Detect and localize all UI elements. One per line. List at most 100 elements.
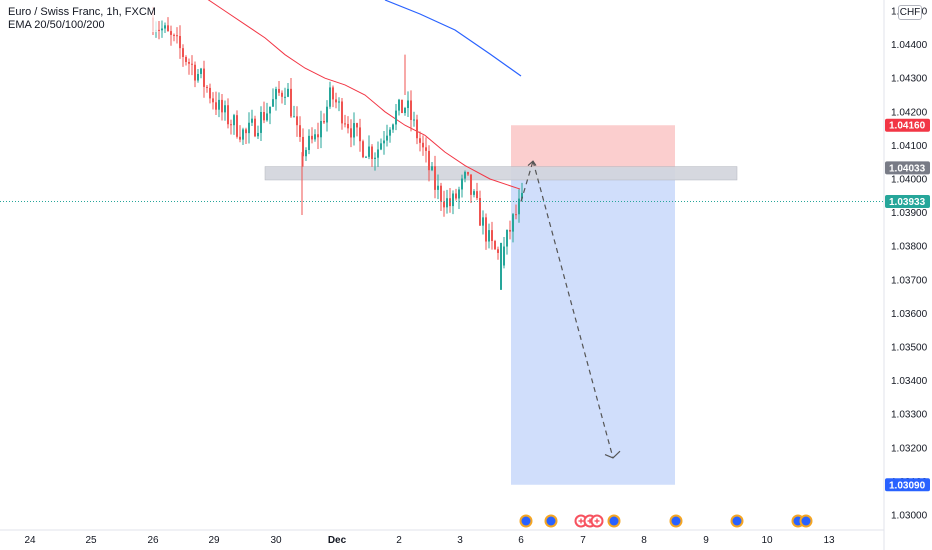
candle-body [518, 198, 520, 215]
candle [497, 246, 499, 260]
annotations [0, 160, 884, 459]
candle-body [269, 106, 271, 114]
candle [320, 110, 322, 149]
candle-body [371, 146, 373, 159]
event-marker-icon[interactable] [607, 514, 621, 528]
x-tick-label: 25 [85, 535, 97, 546]
candle-body [341, 101, 343, 124]
candle-body [377, 149, 379, 158]
candle-body [482, 217, 484, 226]
x-tick-label: 10 [761, 535, 773, 546]
candle [413, 111, 415, 127]
candle-body [182, 48, 184, 58]
candle [455, 188, 457, 201]
candle [494, 239, 496, 250]
candle-body [203, 68, 205, 87]
candle-body [404, 108, 406, 114]
candle-body [503, 246, 505, 266]
candle-body [170, 31, 172, 35]
candle-body [299, 125, 301, 137]
y-tick-label: 1.03500 [891, 343, 928, 354]
candle [395, 104, 397, 131]
candle-body [314, 134, 316, 140]
candle-body [302, 136, 304, 157]
candle-body [176, 35, 178, 37]
candle [305, 147, 307, 162]
y-tick-label: 1.04300 [891, 74, 928, 85]
y-tick-label: 1.03600 [891, 309, 928, 320]
candle-body [332, 87, 334, 100]
candle-body [383, 140, 385, 144]
candle [299, 116, 301, 142]
candle [188, 58, 190, 75]
candle-body [422, 142, 424, 148]
candle [224, 100, 226, 121]
currency-button[interactable]: CHF [898, 5, 922, 20]
x-tick-label: 24 [24, 535, 36, 546]
candle [197, 69, 199, 83]
candle-body [248, 122, 250, 134]
candle [251, 109, 253, 126]
candle-body [350, 128, 352, 138]
candle [269, 106, 271, 125]
price-badge-text: 1.04160 [889, 121, 926, 132]
candle-body [206, 86, 208, 88]
candle-body [416, 119, 418, 139]
candle [200, 67, 202, 79]
candle-body [434, 166, 436, 190]
candle [368, 135, 370, 160]
x-tick-label: 9 [703, 535, 709, 546]
event-marker-icon[interactable] [574, 514, 588, 528]
candle [329, 81, 331, 109]
candle-body [305, 150, 307, 157]
candle [350, 119, 352, 148]
candle [335, 92, 337, 109]
candle-body [461, 178, 463, 190]
candle-body [194, 64, 196, 81]
candle-body [278, 88, 280, 93]
event-marker-icon[interactable] [799, 514, 813, 528]
event-marker-icon[interactable] [590, 514, 604, 528]
candle [191, 55, 193, 76]
event-marker-icon[interactable] [730, 514, 744, 528]
candle-body [509, 229, 511, 232]
candle [431, 162, 433, 172]
candle-body [251, 118, 253, 123]
candle-body [275, 88, 277, 100]
candle-body [449, 198, 451, 207]
ema-fast-line [207, 0, 521, 190]
symbol-title[interactable]: Euro / Swiss Franc, 1h, FXCM [8, 6, 156, 18]
ema-slow-line [384, 0, 522, 77]
candle [167, 17, 169, 32]
candle [263, 101, 265, 124]
candle-body [161, 28, 163, 31]
y-tick-label: 1.03000 [891, 511, 928, 522]
candle [518, 189, 520, 223]
candle [365, 155, 367, 158]
candle-body [446, 198, 448, 208]
y-tick-label: 1.04100 [891, 141, 928, 152]
event-marker-icon[interactable] [544, 514, 558, 528]
candle [176, 27, 178, 44]
event-marker-icon[interactable] [519, 514, 533, 528]
candle [479, 190, 481, 226]
candle-body [185, 57, 187, 62]
candle [317, 122, 319, 149]
event-marker-icon[interactable] [669, 514, 683, 528]
candle-body [257, 132, 259, 137]
candle [290, 78, 292, 119]
candle-body [512, 214, 514, 232]
indicator-label[interactable]: EMA 20/50/100/200 [8, 19, 105, 31]
candle [308, 129, 310, 155]
candle [452, 190, 454, 215]
event-markers [519, 514, 813, 528]
candle [473, 189, 475, 198]
candle-body [329, 87, 331, 107]
candle-body [200, 68, 202, 74]
candle-body [521, 192, 523, 199]
event-dot [521, 516, 531, 526]
candle-body [296, 116, 298, 126]
candle-body [311, 135, 313, 140]
